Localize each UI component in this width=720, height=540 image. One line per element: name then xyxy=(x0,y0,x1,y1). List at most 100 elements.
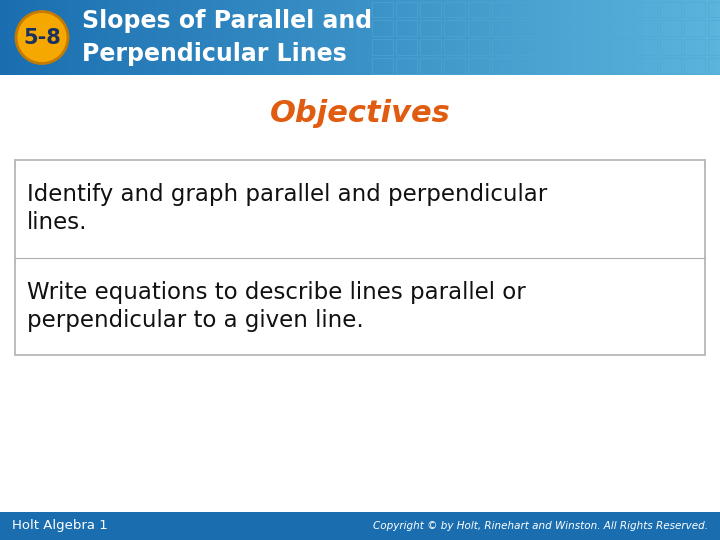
Bar xyxy=(598,0,601,75)
Bar xyxy=(585,0,589,75)
Text: 5-8: 5-8 xyxy=(23,28,61,48)
Bar xyxy=(288,0,292,75)
Bar xyxy=(338,0,342,75)
Bar xyxy=(611,20,632,36)
Bar xyxy=(629,0,632,75)
Bar xyxy=(22,0,25,75)
Bar xyxy=(576,0,580,75)
Bar xyxy=(358,0,361,75)
Bar xyxy=(526,0,529,75)
Bar xyxy=(444,2,464,17)
Bar xyxy=(300,0,303,75)
Bar xyxy=(130,0,133,75)
Bar xyxy=(569,0,572,75)
Bar xyxy=(389,0,392,75)
Bar xyxy=(197,0,200,75)
Bar xyxy=(475,0,479,75)
Bar xyxy=(396,0,400,75)
Bar xyxy=(473,0,476,75)
Bar xyxy=(199,0,202,75)
Bar xyxy=(0,75,720,512)
Bar xyxy=(467,20,488,36)
Bar xyxy=(372,58,392,73)
Bar xyxy=(461,0,464,75)
Bar xyxy=(689,0,692,75)
Bar xyxy=(562,0,565,75)
Bar xyxy=(137,0,140,75)
Bar xyxy=(539,20,560,36)
Bar xyxy=(302,0,306,75)
Bar xyxy=(423,0,426,75)
Bar xyxy=(369,0,373,75)
Bar xyxy=(269,0,272,75)
Bar xyxy=(77,0,80,75)
Bar xyxy=(50,0,54,75)
Bar xyxy=(101,0,104,75)
Bar xyxy=(5,0,8,75)
Bar xyxy=(279,0,282,75)
Bar xyxy=(398,0,402,75)
Bar xyxy=(391,0,395,75)
Bar xyxy=(539,58,560,73)
Bar xyxy=(468,0,472,75)
Bar xyxy=(648,0,652,75)
Text: Copyright © by Holt, Rinehart and Winston. All Rights Reserved.: Copyright © by Holt, Rinehart and Winsto… xyxy=(373,521,708,531)
Bar xyxy=(319,0,323,75)
Bar xyxy=(595,0,598,75)
Bar xyxy=(531,0,534,75)
Bar xyxy=(564,2,585,17)
Bar xyxy=(274,0,277,75)
Bar xyxy=(48,0,51,75)
Bar xyxy=(79,0,83,75)
Bar xyxy=(470,0,474,75)
Bar xyxy=(317,0,320,75)
Bar xyxy=(96,0,99,75)
Bar xyxy=(679,0,683,75)
Bar xyxy=(675,0,678,75)
Bar xyxy=(646,0,649,75)
Bar xyxy=(516,58,536,73)
Bar xyxy=(238,0,241,75)
Bar xyxy=(74,0,78,75)
Bar xyxy=(108,0,112,75)
Bar xyxy=(228,0,231,75)
Bar xyxy=(297,0,301,75)
Bar xyxy=(427,0,431,75)
Bar xyxy=(415,0,418,75)
Bar xyxy=(379,0,382,75)
Bar xyxy=(439,0,443,75)
Bar xyxy=(395,58,416,73)
Text: Perpendicular Lines: Perpendicular Lines xyxy=(82,42,347,66)
Bar xyxy=(617,0,620,75)
Bar xyxy=(158,0,162,75)
Bar xyxy=(430,0,433,75)
Bar xyxy=(545,0,548,75)
Bar xyxy=(395,39,416,55)
Bar xyxy=(382,0,385,75)
Bar xyxy=(94,0,97,75)
Bar xyxy=(348,0,351,75)
Bar xyxy=(567,0,570,75)
Bar xyxy=(185,0,188,75)
Bar xyxy=(84,0,87,75)
Bar xyxy=(480,0,483,75)
Bar xyxy=(571,0,575,75)
Bar xyxy=(333,0,337,75)
Bar xyxy=(374,0,378,75)
Bar xyxy=(420,39,441,55)
Bar xyxy=(636,2,657,17)
Bar xyxy=(643,0,647,75)
Bar xyxy=(307,0,310,75)
Bar xyxy=(466,0,469,75)
Bar xyxy=(523,0,526,75)
Bar xyxy=(713,0,716,75)
Bar xyxy=(331,0,335,75)
Bar xyxy=(365,0,368,75)
Bar xyxy=(305,0,308,75)
Bar xyxy=(502,0,505,75)
Bar xyxy=(667,0,670,75)
Bar xyxy=(264,0,267,75)
Bar xyxy=(31,0,35,75)
Bar xyxy=(106,0,109,75)
Bar xyxy=(444,58,464,73)
